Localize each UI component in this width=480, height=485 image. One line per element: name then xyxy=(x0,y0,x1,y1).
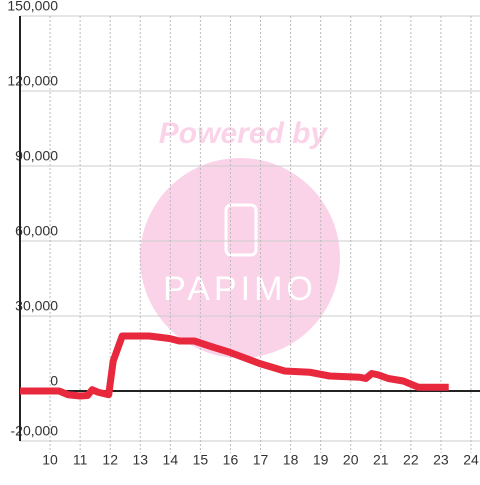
x-tick-label: 20 xyxy=(343,452,359,468)
watermark: Powered by PAPIMO xyxy=(140,117,340,358)
x-tick-label: 10 xyxy=(42,452,58,468)
y-tick-label: 150,000 xyxy=(7,0,58,14)
watermark-icon xyxy=(224,203,258,257)
y-tick-label: 60,000 xyxy=(15,223,58,239)
y-tick-label: 90,000 xyxy=(15,148,58,164)
watermark-circle xyxy=(140,158,340,358)
x-tick-label: 24 xyxy=(463,452,479,468)
x-tick-label: 21 xyxy=(373,452,389,468)
x-tick-label: 11 xyxy=(73,452,88,468)
x-tick-label: 23 xyxy=(433,452,449,468)
x-tick-label: 18 xyxy=(283,452,299,468)
x-tick-label: 15 xyxy=(193,452,209,468)
data-line xyxy=(20,332,449,400)
x-tick-label: 19 xyxy=(313,452,329,468)
x-tick-label: 12 xyxy=(102,452,118,468)
x-tick-label: 13 xyxy=(132,452,148,468)
x-tick-label: 14 xyxy=(163,452,179,468)
y-tick-label: 120,000 xyxy=(7,73,58,89)
x-tick-label: 22 xyxy=(403,452,419,468)
y-tick-label: -20,000 xyxy=(11,423,59,439)
watermark-logo: PAPIMO xyxy=(163,270,317,308)
x-tick-label: 16 xyxy=(223,452,239,468)
x-tick-label: 17 xyxy=(253,452,269,468)
y-tick-label: 0 xyxy=(50,373,58,389)
y-tick-label: 30,000 xyxy=(15,298,58,314)
watermark-title: Powered by xyxy=(159,117,329,150)
